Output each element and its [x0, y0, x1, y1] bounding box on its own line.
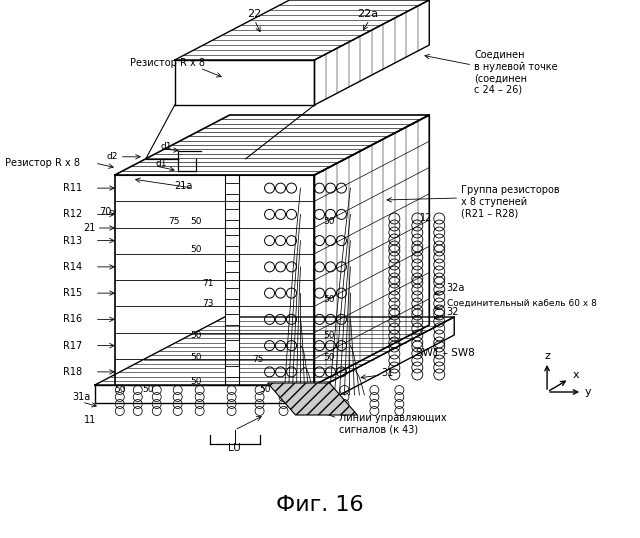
Text: Соединен
в нулевой точке
(соединен
с 24 – 26): Соединен в нулевой точке (соединен с 24 …: [474, 50, 558, 95]
Text: R18: R18: [63, 367, 82, 377]
Bar: [225, 314, 239, 325]
Text: 50: 50: [190, 353, 202, 363]
Text: 73: 73: [202, 299, 213, 308]
Text: 75: 75: [252, 356, 263, 365]
Text: z: z: [544, 351, 550, 361]
Text: d1: d1: [161, 142, 172, 151]
Bar: [225, 366, 239, 377]
Text: 50: 50: [142, 386, 154, 394]
Text: y: y: [585, 387, 591, 397]
Text: 32: 32: [446, 307, 459, 317]
Bar: [225, 288, 239, 299]
Text: 70: 70: [99, 207, 112, 217]
Text: 21a: 21a: [175, 181, 193, 191]
Text: Соединительный кабель 60 х 8: Соединительный кабель 60 х 8: [447, 299, 597, 308]
Text: 50: 50: [324, 353, 335, 363]
Text: 50: 50: [190, 377, 202, 386]
Text: R13: R13: [63, 236, 82, 246]
Text: 50: 50: [190, 217, 202, 226]
Text: 22a: 22a: [357, 9, 378, 19]
Text: R15: R15: [63, 288, 82, 298]
Text: 50: 50: [324, 295, 335, 305]
Text: x: x: [573, 370, 580, 380]
Text: 22: 22: [248, 9, 262, 19]
Text: R16: R16: [63, 314, 82, 324]
Text: 50: 50: [114, 386, 125, 394]
Text: 71: 71: [202, 279, 213, 287]
Text: 31a: 31a: [73, 392, 91, 402]
Text: 50: 50: [190, 245, 202, 254]
Text: 12: 12: [420, 213, 433, 223]
Text: Резистор R х 8: Резистор R х 8: [5, 158, 80, 168]
Text: R12: R12: [63, 209, 82, 220]
Text: Резистор R х 8: Резистор R х 8: [130, 58, 205, 68]
Text: 50: 50: [190, 330, 202, 339]
Text: Группа резисторов
х 8 ступеней
(R21 – R28): Группа резисторов х 8 ступеней (R21 – R2…: [461, 185, 560, 218]
Polygon shape: [268, 383, 357, 415]
Text: 32a: 32a: [446, 283, 465, 293]
Text: d1: d1: [156, 159, 167, 168]
Text: R11: R11: [63, 183, 82, 193]
Bar: [225, 340, 239, 351]
Text: SW1 – SW8: SW1 – SW8: [416, 348, 475, 358]
Text: Фиг. 16: Фиг. 16: [276, 495, 364, 515]
Bar: [225, 182, 239, 194]
Text: 31: 31: [381, 368, 394, 378]
Text: R17: R17: [63, 341, 82, 351]
Text: 50: 50: [259, 386, 270, 394]
Text: LU: LU: [228, 443, 241, 453]
Text: 50: 50: [324, 217, 335, 226]
Text: 11: 11: [84, 415, 96, 425]
Bar: [225, 209, 239, 220]
Text: Линии управляющих
сигналов (к 43): Линии управляющих сигналов (к 43): [339, 413, 447, 435]
Bar: [225, 235, 239, 246]
Text: d2: d2: [106, 152, 118, 161]
Text: R14: R14: [63, 262, 82, 272]
Text: 50: 50: [324, 330, 335, 339]
Text: 75: 75: [168, 217, 179, 226]
Text: 21: 21: [83, 223, 96, 233]
Bar: [225, 261, 239, 272]
